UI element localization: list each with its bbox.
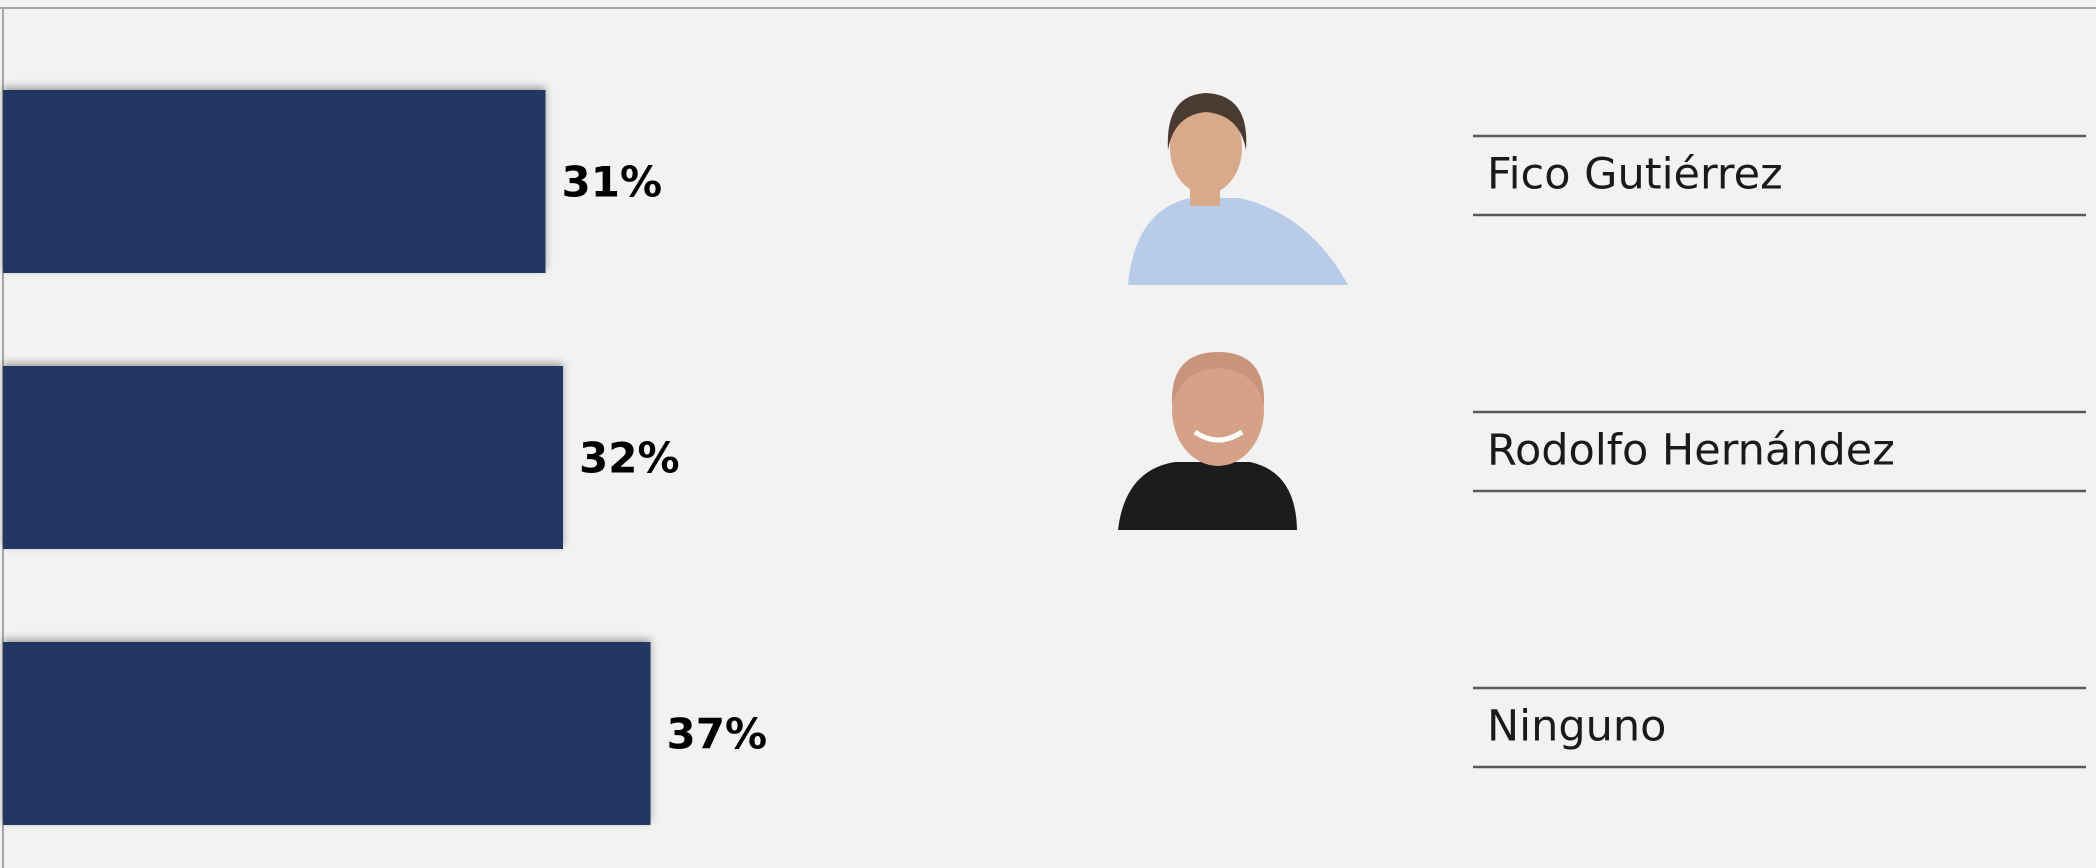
category-label: Rodolfo Hernández bbox=[1487, 426, 1895, 476]
photo-2 bbox=[1118, 352, 1297, 530]
value-label: 32% bbox=[579, 434, 680, 483]
value-label: 31% bbox=[562, 158, 663, 207]
value-label: 37% bbox=[667, 710, 768, 759]
bar bbox=[3, 366, 563, 549]
bar bbox=[3, 90, 546, 273]
bar bbox=[3, 642, 651, 825]
photo-1 bbox=[1128, 93, 1348, 285]
category-label: Ninguno bbox=[1487, 702, 1666, 752]
category-label: Fico Gutiérrez bbox=[1487, 150, 1783, 200]
